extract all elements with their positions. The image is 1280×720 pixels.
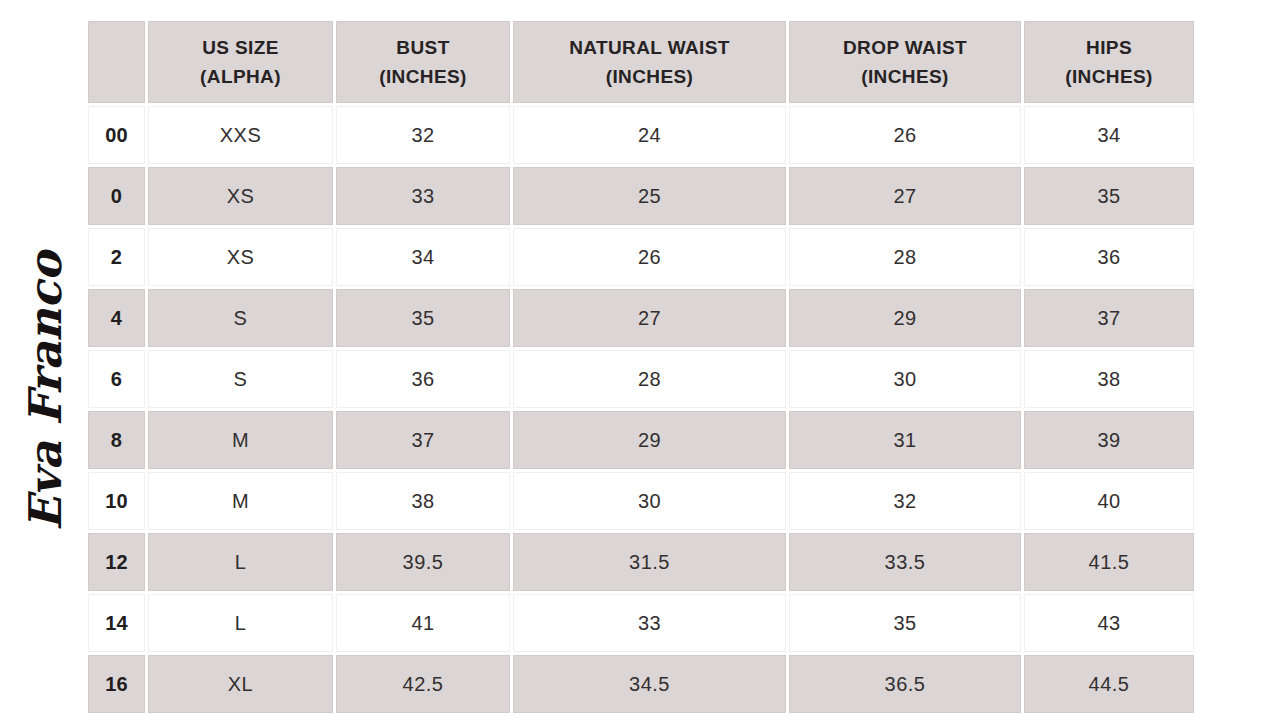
measurement-cell: 32 bbox=[336, 106, 510, 164]
measurement-cell: 35 bbox=[789, 594, 1021, 652]
measurement-cell: 26 bbox=[513, 228, 786, 286]
size-number-cell: 14 bbox=[88, 594, 145, 652]
measurement-cell: 37 bbox=[1024, 289, 1194, 347]
measurement-cell: 42.5 bbox=[336, 655, 510, 713]
measurement-cell: 29 bbox=[513, 411, 786, 469]
measurement-cell: 31 bbox=[789, 411, 1021, 469]
measurement-cell: 25 bbox=[513, 167, 786, 225]
measurement-cell: 36 bbox=[1024, 228, 1194, 286]
measurement-cell: 44.5 bbox=[1024, 655, 1194, 713]
measurement-cell: 27 bbox=[789, 167, 1021, 225]
measurement-cell: L bbox=[148, 594, 333, 652]
table-row: 4S35272937 bbox=[88, 289, 1194, 347]
measurement-cell: 26 bbox=[789, 106, 1021, 164]
measurement-cell: 30 bbox=[513, 472, 786, 530]
measurement-cell: XS bbox=[148, 167, 333, 225]
size-chart-table: US SIZE (ALPHA) BUST (INCHES) NATURAL WA… bbox=[85, 18, 1197, 716]
size-chart-page: Eva Franco US SIZE (ALPHA) BUST (INCHES)… bbox=[0, 0, 1280, 720]
measurement-cell: 30 bbox=[789, 350, 1021, 408]
measurement-cell: 36 bbox=[336, 350, 510, 408]
measurement-cell: L bbox=[148, 533, 333, 591]
table-row: 14L41333543 bbox=[88, 594, 1194, 652]
size-number-cell: 4 bbox=[88, 289, 145, 347]
measurement-cell: 41 bbox=[336, 594, 510, 652]
header-drop-waist: DROP WAIST (INCHES) bbox=[789, 21, 1021, 103]
measurement-cell: S bbox=[148, 350, 333, 408]
brand-logo-text: Eva Franco bbox=[19, 251, 72, 530]
measurement-cell: 34.5 bbox=[513, 655, 786, 713]
measurement-cell: 37 bbox=[336, 411, 510, 469]
size-table-body: 00XXS322426340XS332527352XS342628364S352… bbox=[88, 106, 1194, 713]
measurement-cell: 33 bbox=[336, 167, 510, 225]
table-row: 6S36283038 bbox=[88, 350, 1194, 408]
measurement-cell: XS bbox=[148, 228, 333, 286]
size-number-cell: 10 bbox=[88, 472, 145, 530]
size-number-cell: 0 bbox=[88, 167, 145, 225]
table-row: 16XL42.534.536.544.5 bbox=[88, 655, 1194, 713]
measurement-cell: 38 bbox=[1024, 350, 1194, 408]
table-row: 12L39.531.533.541.5 bbox=[88, 533, 1194, 591]
measurement-cell: 27 bbox=[513, 289, 786, 347]
measurement-cell: 39 bbox=[1024, 411, 1194, 469]
table-row: 8M37293139 bbox=[88, 411, 1194, 469]
measurement-cell: 31.5 bbox=[513, 533, 786, 591]
table-row: 10M38303240 bbox=[88, 472, 1194, 530]
size-number-cell: 16 bbox=[88, 655, 145, 713]
measurement-cell: 28 bbox=[513, 350, 786, 408]
measurement-cell: M bbox=[148, 411, 333, 469]
measurement-cell: 34 bbox=[1024, 106, 1194, 164]
size-number-cell: 2 bbox=[88, 228, 145, 286]
measurement-cell: XL bbox=[148, 655, 333, 713]
table-row: 00XXS32242634 bbox=[88, 106, 1194, 164]
measurement-cell: M bbox=[148, 472, 333, 530]
header-natural-waist: NATURAL WAIST (INCHES) bbox=[513, 21, 786, 103]
table-row: 0XS33252735 bbox=[88, 167, 1194, 225]
measurement-cell: 33.5 bbox=[789, 533, 1021, 591]
header-bust-inches: BUST (INCHES) bbox=[336, 21, 510, 103]
size-number-cell: 6 bbox=[88, 350, 145, 408]
measurement-cell: 43 bbox=[1024, 594, 1194, 652]
measurement-cell: 35 bbox=[1024, 167, 1194, 225]
measurement-cell: 35 bbox=[336, 289, 510, 347]
header-us-size-alpha: US SIZE (ALPHA) bbox=[148, 21, 333, 103]
header-hips-inches: HIPS (INCHES) bbox=[1024, 21, 1194, 103]
table-row: 2XS34262836 bbox=[88, 228, 1194, 286]
measurement-cell: 34 bbox=[336, 228, 510, 286]
size-chart-header: US SIZE (ALPHA) BUST (INCHES) NATURAL WA… bbox=[88, 21, 1194, 103]
measurement-cell: S bbox=[148, 289, 333, 347]
measurement-cell: 24 bbox=[513, 106, 786, 164]
measurement-cell: 40 bbox=[1024, 472, 1194, 530]
size-number-cell: 8 bbox=[88, 411, 145, 469]
measurement-cell: XXS bbox=[148, 106, 333, 164]
measurement-cell: 33 bbox=[513, 594, 786, 652]
measurement-cell: 28 bbox=[789, 228, 1021, 286]
header-row: US SIZE (ALPHA) BUST (INCHES) NATURAL WA… bbox=[88, 21, 1194, 103]
measurement-cell: 32 bbox=[789, 472, 1021, 530]
size-number-cell: 00 bbox=[88, 106, 145, 164]
measurement-cell: 41.5 bbox=[1024, 533, 1194, 591]
measurement-cell: 36.5 bbox=[789, 655, 1021, 713]
measurement-cell: 38 bbox=[336, 472, 510, 530]
measurement-cell: 39.5 bbox=[336, 533, 510, 591]
measurement-cell: 29 bbox=[789, 289, 1021, 347]
header-corner-blank bbox=[88, 21, 145, 103]
size-number-cell: 12 bbox=[88, 533, 145, 591]
